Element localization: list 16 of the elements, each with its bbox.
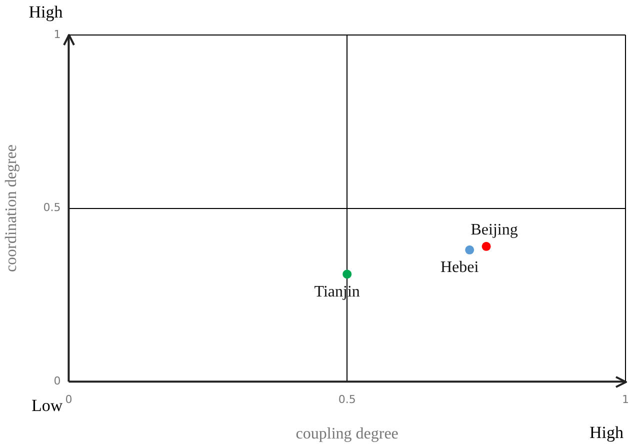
text: High bbox=[28, 2, 64, 22]
point bbox=[482, 242, 491, 251]
series-label: Hebei bbox=[440, 259, 480, 276]
point bbox=[342, 270, 352, 279]
x-axis-title: coupling degree bbox=[296, 426, 398, 443]
y-tick-label: 0.5 bbox=[43, 201, 61, 214]
series-label: Beijing bbox=[470, 222, 518, 239]
text: High bbox=[590, 423, 624, 442]
x-tick-label: 0.5 bbox=[338, 393, 356, 406]
x-tick-label: 0 bbox=[65, 393, 72, 406]
x-tick-label: 1 bbox=[622, 393, 629, 406]
y-tick-label: 0 bbox=[54, 374, 61, 388]
text: Low bbox=[32, 396, 64, 416]
y-tick-label: 1 bbox=[54, 28, 61, 41]
point bbox=[465, 245, 474, 254]
y-axis-title: coordination degree bbox=[2, 144, 20, 272]
